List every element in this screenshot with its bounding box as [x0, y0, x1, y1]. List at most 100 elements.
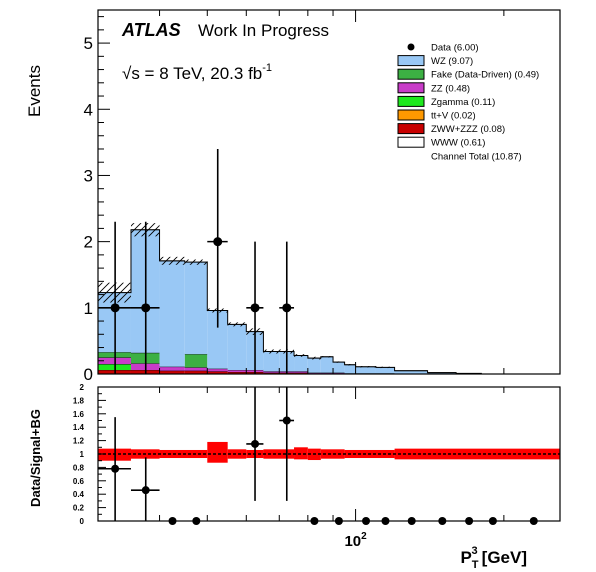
ratio-y-tick-label: 0.6: [73, 477, 85, 486]
ratio-y-tick-label: 0.2: [73, 504, 85, 513]
unc-hatch-13: [344, 364, 356, 366]
bar-zz-5: [227, 370, 247, 373]
bar-zwwzzz-2: [159, 370, 185, 374]
ratio-y-tick-label: 1: [80, 450, 85, 459]
ratio-y-tick-label: 1.8: [73, 396, 85, 405]
unc-hatch-11: [320, 356, 334, 358]
bar-wz-16: [394, 370, 428, 374]
ratio-y-tick-label: 0.8: [73, 463, 85, 472]
bar-zwwzzz-5: [227, 372, 247, 374]
legend-swatch-www: [397, 136, 425, 148]
bar-wz-2: [159, 260, 185, 367]
bar-wz-3: [184, 262, 208, 355]
legend-swatch-zwwzzz: [397, 123, 425, 135]
legend-label-total: Channel Total (10.87): [431, 151, 522, 162]
bar-wz-14: [355, 366, 376, 374]
x-axis-label: PT3 [GeV]: [460, 545, 527, 571]
stacked-histogram: [97, 229, 560, 375]
data-point-0: [110, 303, 120, 313]
ratio-band-9: [320, 449, 345, 459]
bar-zwwzzz-7: [263, 372, 280, 374]
ratio-y-tick-label: 1.4: [73, 423, 85, 432]
ratio-band-11: [394, 448, 560, 460]
bar-wz-5: [227, 324, 247, 371]
main-panel: 0 1 2 3 4 5 Events ATLAS Work In Progress √s …: [25, 9, 561, 384]
ratio-y-tick-label: 2: [80, 383, 85, 392]
bar-wz-11: [320, 356, 334, 373]
legend-swatch-ttv: [397, 109, 425, 121]
legend: Data (6.00) WZ (9.07) Fake (Data-Driven) (…: [397, 43, 539, 162]
main-x-ticks: [159, 10, 505, 374]
legend-label-zz: ZZ (0.48): [431, 83, 470, 94]
legend-label-fake: Fake (Data-Driven) (0.49): [431, 70, 539, 81]
data-point-1: [141, 303, 151, 313]
atlas-label: ATLAS: [121, 20, 181, 40]
lumi-exponent: -1: [262, 62, 272, 74]
status-label: Work In Progress: [198, 21, 329, 40]
unc-hatch-12: [333, 361, 345, 363]
main-y-axis: 0 1 2 3 4 5: [84, 16, 110, 384]
ratio-band-4: [227, 449, 247, 459]
energy-lumi-label: √s = 8 TeV, 20.3 fb-1: [122, 62, 272, 83]
ratio-point-4: [251, 439, 260, 448]
unc-hatch-14: [355, 366, 376, 368]
bar-zwwzzz-9: [294, 372, 308, 374]
legend-marker-data: [407, 43, 415, 51]
ratio-point-5: [282, 416, 291, 425]
ratio-y-axis: 0 0.2 0.4 0.6 0.8 1 1.2 1.4 1.6 1.8 2: [73, 383, 106, 526]
legend-label-data: Data (6.00): [431, 43, 479, 54]
bar-zz-2: [159, 366, 185, 371]
data-point-3: [250, 303, 260, 313]
unc-hatch-2: [159, 256, 185, 265]
bar-wz-13: [344, 364, 356, 374]
data-point-4: [282, 303, 292, 313]
bar-wz-9: [294, 355, 308, 372]
ratio-y-tick-label: 1.6: [73, 410, 85, 419]
bar-zz-9: [294, 371, 308, 373]
legend-label-www: WWW (0.61): [431, 138, 485, 149]
ratio-y-tick-label: 0: [80, 517, 85, 526]
bar-wz-7: [263, 351, 280, 372]
bar-wz-10: [307, 358, 321, 373]
bar-zz-3: [184, 367, 208, 371]
ratio-point-0: [111, 464, 120, 473]
legend-label-zgamma: Zgamma (0.11): [431, 97, 495, 108]
legend-swatch-wz: [397, 55, 425, 67]
ratio-y-axis-label: Data/Signal+BG: [28, 409, 43, 507]
legend-label-zwwzzz: ZWW+ZZZ (0.08): [431, 124, 505, 135]
bar-zwwzzz-4: [207, 371, 228, 374]
ratio-x-ticks: [159, 387, 505, 521]
x-tick-label-100: 102: [344, 531, 367, 550]
main-y-axis-label: Events: [25, 65, 44, 117]
y-tick-label: 2: [84, 233, 93, 252]
unc-hatch-5: [227, 322, 247, 327]
legend-swatch-zgamma: [397, 95, 425, 107]
data-points: [98, 148, 295, 374]
unc-hatch-7: [263, 349, 280, 354]
bar-wz-4: [207, 310, 228, 369]
ratio-y-tick-label: 1.2: [73, 437, 85, 446]
y-tick-label: 5: [84, 34, 93, 53]
legend-swatch-fake: [397, 68, 425, 80]
bar-fake-3: [184, 354, 208, 368]
unc-hatch-3: [184, 259, 208, 265]
bar-zz-4: [207, 368, 228, 372]
unc-hatch-10: [307, 356, 321, 360]
bar-wz-12: [333, 362, 345, 373]
y-tick-label: 3: [84, 166, 93, 185]
legend-swatch-zz: [397, 82, 425, 94]
data-point-2: [213, 237, 223, 247]
bar-wz-17: [427, 372, 457, 374]
bar-wz-15: [375, 367, 395, 374]
unc-hatch-15: [375, 366, 395, 369]
legend-label-wz: WZ (9.07): [431, 56, 473, 67]
y-tick-label: 1: [84, 299, 93, 318]
legend-label-ttv: tt+V (0.02): [431, 111, 476, 122]
ratio-point-1: [141, 486, 150, 495]
y-tick-label: 4: [84, 100, 93, 119]
ratio-y-tick-label: 0.4: [73, 490, 85, 499]
main-frame: [97, 9, 561, 375]
ratio-band-3: [207, 441, 228, 463]
ratio-panel: 0 0.2 0.4 0.6 0.8 1 1.2 1.4 1.6 1.8 2 Data/Signal+…: [28, 383, 561, 571]
